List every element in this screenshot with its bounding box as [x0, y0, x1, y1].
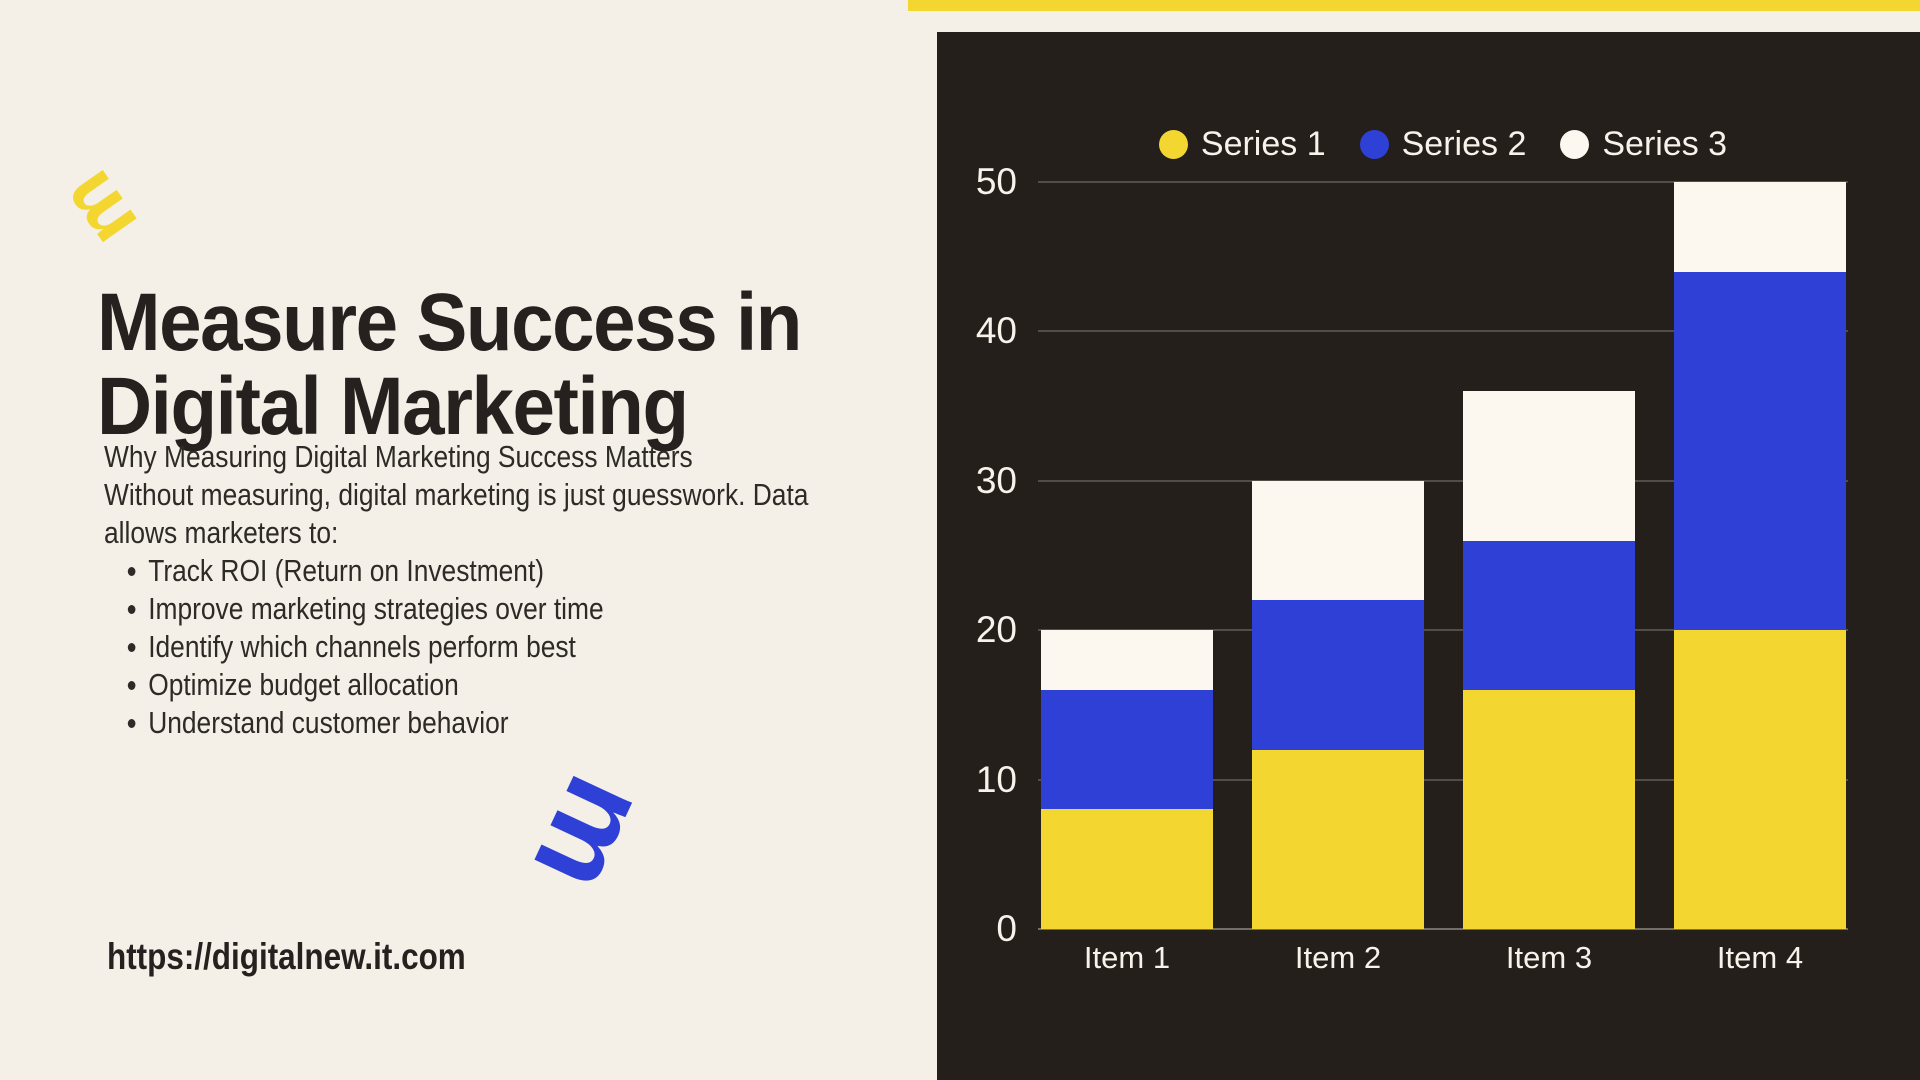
gridline-50 — [1038, 181, 1848, 183]
bar-segment-series-2 — [1674, 271, 1846, 631]
bar-segment-series-1 — [1041, 809, 1213, 929]
bar-segment-series-3 — [1463, 391, 1635, 541]
decorative-m-mark-glyph: m — [507, 757, 677, 913]
bullet-item: Track ROI (Return on Investment) — [104, 552, 869, 590]
stacked-bar-item-4 — [1674, 182, 1846, 929]
slide-title-line-2: Digital Marketing — [97, 360, 689, 452]
bullet-item: Optimize budget allocation — [104, 666, 869, 704]
body-line: Why Measuring Digital Marketing Success … — [104, 439, 693, 474]
bar-segment-series-1 — [1674, 630, 1846, 929]
decorative-m-mark-icon: m — [507, 755, 677, 915]
y-axis-tick-label: 10 — [975, 758, 1017, 800]
y-axis-tick-label: 30 — [975, 459, 1017, 501]
gridline-20 — [1038, 629, 1848, 632]
top-accent-strip — [908, 0, 1920, 11]
legend-label: Series 3 — [1602, 124, 1728, 163]
bar-segment-series-1 — [1463, 689, 1635, 929]
brand-m-mark-glyph: m — [42, 156, 154, 264]
chart-legend: Series 1 Series 2 Series 3 — [1038, 125, 1848, 163]
bar-segment-series-2 — [1252, 600, 1424, 750]
gridline-10 — [1038, 778, 1848, 781]
bar-segment-series-1 — [1252, 749, 1424, 929]
legend-color-dot-icon — [1359, 129, 1389, 159]
body-line: Without measuring, digital marketing is … — [104, 477, 809, 512]
legend-item-series-1: Series 1 — [1158, 124, 1326, 164]
chart-panel: Series 1 Series 2 Series 3 0 10 20 30 40 50 Item… — [937, 32, 1920, 1080]
legend-item-series-2: Series 2 — [1359, 124, 1527, 164]
legend-label: Series 2 — [1401, 124, 1527, 163]
stacked-bar-item-3 — [1463, 391, 1635, 929]
gridline-0 — [1038, 928, 1848, 930]
body-line: allows marketers to: — [104, 515, 339, 550]
stacked-bar-item-1 — [1041, 630, 1213, 929]
y-axis-tick-label: 20 — [975, 609, 1017, 651]
bar-segment-series-3 — [1252, 480, 1424, 601]
legend-label: Series 1 — [1200, 124, 1326, 163]
legend-color-dot-icon — [1560, 129, 1590, 159]
bar-segment-series-2 — [1041, 689, 1213, 810]
bullet-item: Understand customer behavior — [104, 704, 869, 742]
slide-body-text: Why Measuring Digital Marketing Success … — [104, 438, 869, 742]
bullet-list: Track ROI (Return on Investment) Improve … — [104, 552, 869, 742]
slide-title: Measure Success in Digital Marketing — [97, 276, 841, 452]
y-axis-tick-label: 0 — [996, 908, 1017, 949]
legend-item-series-3: Series 3 — [1560, 125, 1727, 164]
bar-segment-series-3 — [1674, 182, 1846, 272]
x-axis-tick-label: Item 2 — [1294, 940, 1382, 975]
website-url-link[interactable]: https://digitalnew.it.com — [107, 936, 466, 977]
bar-segment-series-3 — [1041, 630, 1213, 690]
x-axis-tick-label: Item 1 — [1083, 940, 1171, 975]
y-axis-tick-label: 40 — [975, 310, 1017, 352]
chart-plot — [1038, 181, 1848, 930]
bullet-item: Identify which channels perform best — [104, 628, 869, 666]
gridline-30 — [1038, 479, 1848, 482]
bar-segment-series-2 — [1463, 540, 1635, 690]
x-axis-tick-label: Item 3 — [1505, 940, 1593, 975]
x-axis-tick-label: Item 4 — [1716, 940, 1804, 975]
legend-color-dot-icon — [1158, 129, 1188, 159]
gridline-40 — [1038, 330, 1848, 333]
bullet-item: Improve marketing strategies over time — [104, 590, 869, 628]
brand-m-mark-icon: m — [38, 150, 158, 270]
stacked-bar-item-2 — [1252, 480, 1424, 929]
slide-title-line-1: Measure Success in — [97, 276, 802, 368]
y-axis-tick-label: 50 — [975, 161, 1017, 202]
